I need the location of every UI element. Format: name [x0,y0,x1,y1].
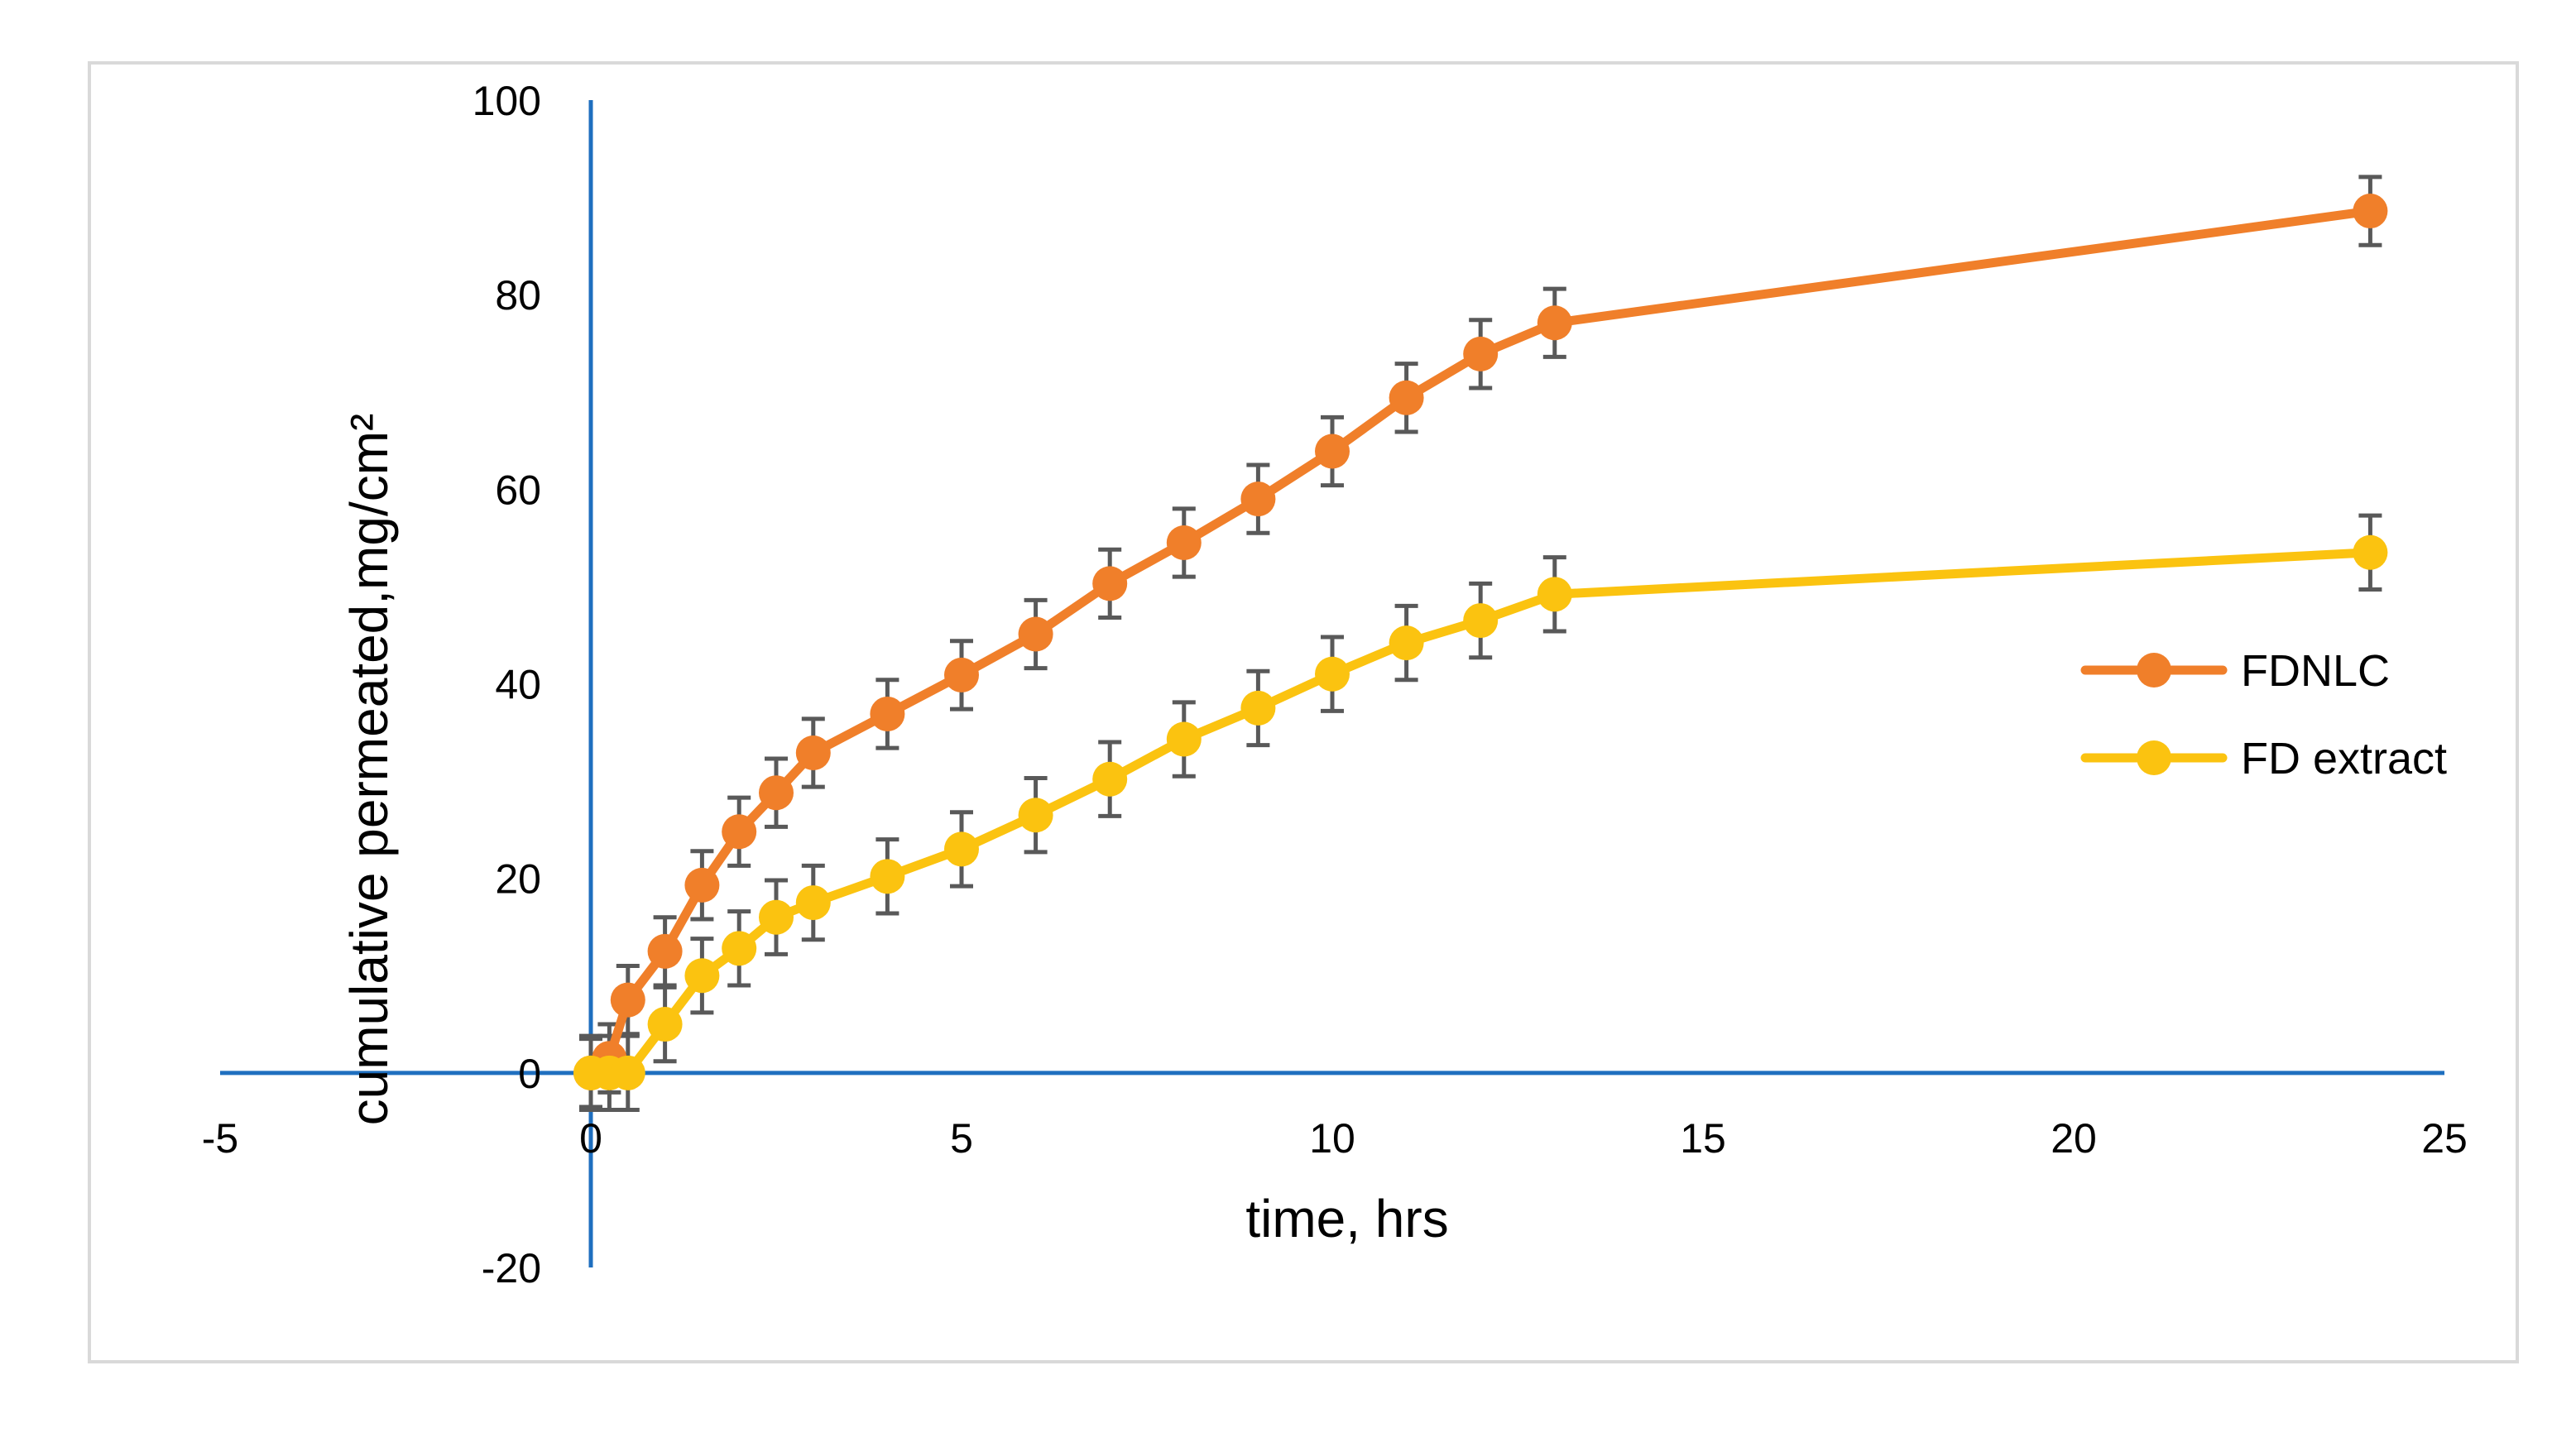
x-tick-label: 0 [579,1115,602,1162]
legend-label: FD extract [2241,734,2447,783]
x-axis-title: time, hrs [1245,1189,1448,1248]
data-point [795,735,831,770]
y-tick-label: 40 [495,662,541,708]
y-tick-label: 80 [495,272,541,319]
data-point [722,814,757,850]
data-point [647,933,683,969]
data-point [610,982,645,1018]
data-point [610,1055,645,1090]
data-point [759,775,794,811]
data-point [870,696,905,731]
data-point [1166,721,1202,757]
y-tick-label: -20 [482,1245,541,1291]
legend-item: FD extract [2080,734,2447,783]
data-point [1240,482,1276,517]
y-tick-label: 100 [473,78,541,124]
data-point [684,867,720,903]
x-tick-label: 10 [1309,1115,1355,1162]
data-point [722,931,757,966]
tick-labels: -5 0 5 10 15 20 25 -20 0 20 40 60 80 100 [202,78,2468,1291]
data-point [1018,798,1053,833]
data-point [1315,434,1350,469]
data-point [1463,336,1499,371]
data-point [944,657,979,692]
data-point [2353,534,2388,570]
error-bars [579,175,2382,1113]
data-point [1240,690,1276,726]
y-tick-label: 0 [518,1051,541,1097]
legend-marker [2137,653,2171,688]
data-point [1092,566,1128,601]
data-point [759,899,794,935]
chart-frame [88,61,2519,1363]
data-point [1315,656,1350,692]
data-point [2353,194,2388,229]
data-point [870,859,905,894]
data-point [944,831,979,867]
x-tick-label: 15 [1680,1115,1726,1162]
series-lines [573,194,2388,1090]
data-point [1018,616,1053,652]
data-point [1537,305,1572,341]
data-point [1463,603,1499,639]
data-point [684,958,720,994]
legend-marker [2137,740,2171,775]
y-axis-title: cumulative permeated,mg/cm² [339,414,399,1126]
x-tick-label: 25 [2421,1115,2468,1162]
x-tick-label: -5 [202,1115,238,1162]
legend-item: FDNLC [2080,646,2390,696]
x-tick-label: 20 [2051,1115,2097,1162]
y-tick-label: 20 [495,856,541,903]
data-point [795,885,831,921]
data-point [1389,625,1424,661]
y-tick-label: 60 [495,467,541,513]
data-point [1092,761,1128,797]
legend: FDNLC FD extract [2080,646,2447,783]
legend-label: FDNLC [2241,646,2390,696]
data-point [647,1007,683,1042]
data-point [1537,577,1572,612]
data-point [1389,380,1424,415]
data-point [1166,525,1202,561]
x-tick-label: 5 [950,1115,973,1162]
